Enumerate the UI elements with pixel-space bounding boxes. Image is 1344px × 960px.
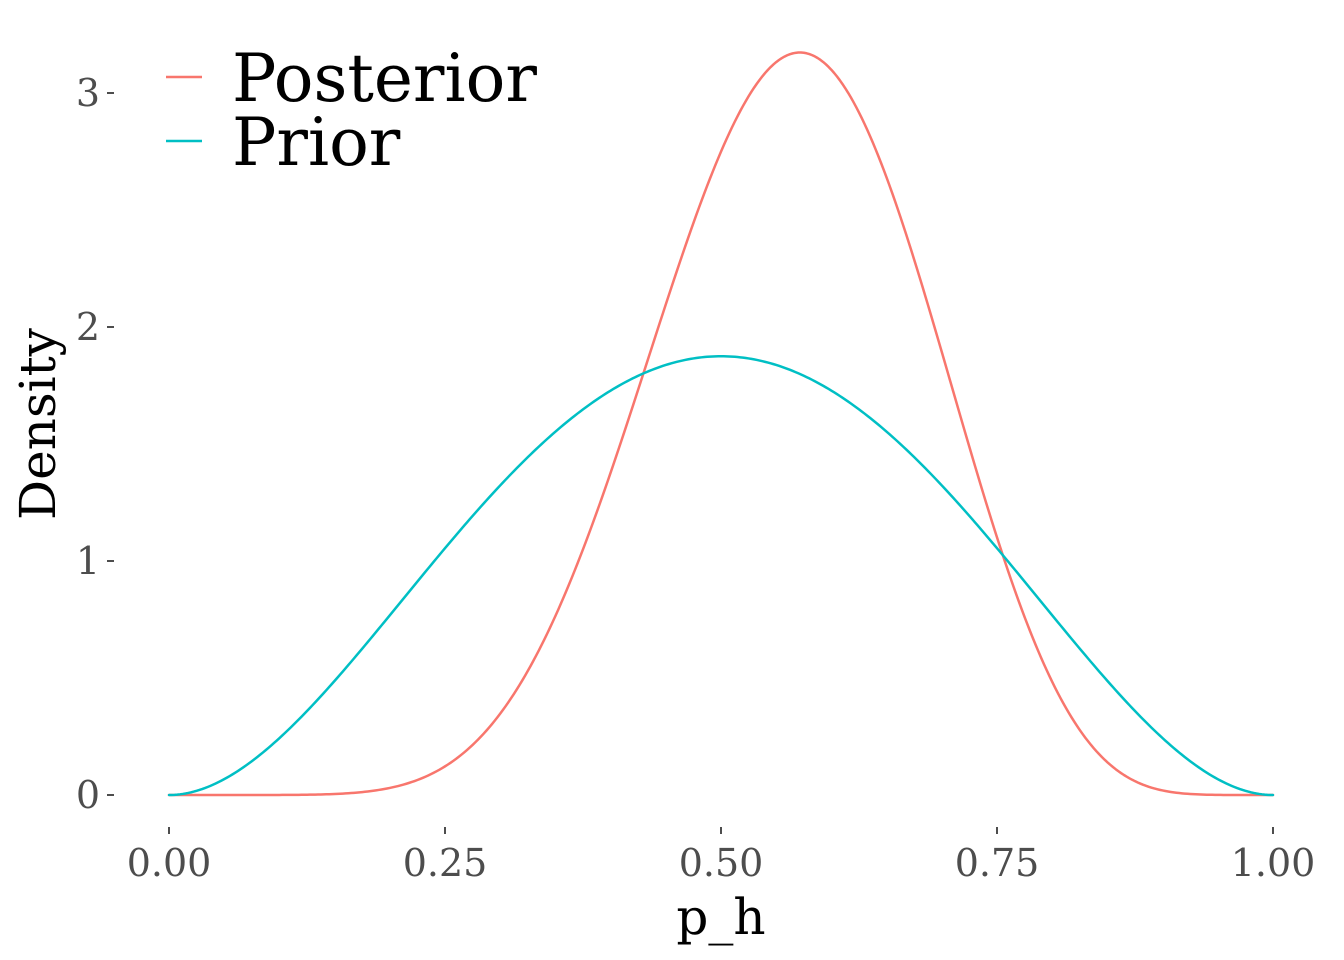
- y-axis-title: Density: [9, 327, 67, 520]
- legend: Posterior Prior: [166, 40, 537, 181]
- series-line-posterior: [167, 51, 1275, 797]
- x-tick-label: 0.50: [679, 841, 764, 885]
- series-lines: [167, 51, 1275, 797]
- x-tick-label: 0.75: [955, 841, 1040, 885]
- y-tick-label: 0: [76, 773, 100, 817]
- x-axis-title: p_h: [676, 888, 765, 946]
- y-tick-label: 1: [76, 539, 100, 583]
- y-tick-label: 2: [76, 305, 100, 349]
- legend-label-prior: Prior: [232, 104, 401, 181]
- y-axis-ticks: 0 1 2 3: [76, 71, 114, 817]
- y-tick-label: 3: [76, 71, 100, 115]
- x-tick-label: 0.25: [403, 841, 488, 885]
- series-line-prior: [167, 355, 1275, 797]
- x-tick-label: 0.00: [127, 841, 212, 885]
- x-axis-ticks: 0.00 0.25 0.50 0.75 1.00: [127, 827, 1316, 885]
- x-tick-label: 1.00: [1231, 841, 1316, 885]
- legend-label-posterior: Posterior: [232, 40, 537, 117]
